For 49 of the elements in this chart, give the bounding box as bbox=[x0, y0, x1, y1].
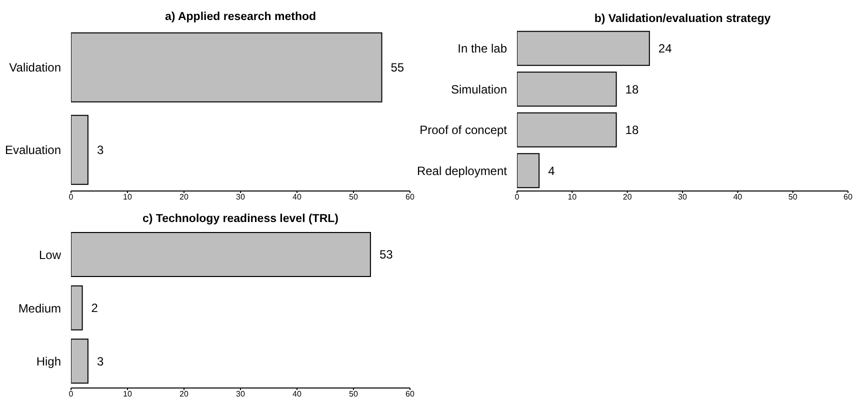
y-tick-label: Evaluation bbox=[4, 143, 61, 158]
x-tick-label: 0 bbox=[68, 192, 74, 202]
y-tick-label: In the lab bbox=[458, 42, 508, 56]
x-tick-label: 30 bbox=[236, 390, 246, 399]
data-label: 2 bbox=[91, 301, 98, 316]
data-label: 18 bbox=[625, 123, 639, 138]
chart-title: b) Validation/evaluation strategy bbox=[593, 12, 772, 26]
chart-title: a) Applied research method bbox=[164, 10, 318, 24]
data-label: 4 bbox=[548, 164, 556, 178]
x-tick-label: 20 bbox=[180, 390, 189, 399]
x-tick-label: 50 bbox=[349, 192, 358, 202]
x-tick-label: 10 bbox=[568, 192, 578, 202]
x-tick-label: 20 bbox=[622, 192, 632, 202]
data-label: 3 bbox=[96, 143, 104, 158]
x-tick-label: 10 bbox=[123, 192, 132, 202]
data-label: 53 bbox=[379, 248, 394, 262]
x-tick-label: 60 bbox=[406, 390, 415, 399]
x-tick-label: 50 bbox=[788, 192, 798, 202]
y-tick-label: High bbox=[36, 354, 61, 369]
x-tick-label: 60 bbox=[844, 192, 853, 202]
data-label: 55 bbox=[390, 60, 404, 75]
x-tick-label: 30 bbox=[678, 192, 688, 202]
bar bbox=[71, 285, 83, 330]
x-tick-label: 0 bbox=[68, 390, 74, 399]
bar bbox=[517, 153, 540, 188]
y-tick-label: Validation bbox=[9, 60, 61, 75]
y-tick-label: Proof of concept bbox=[420, 123, 508, 138]
y-tick-label: Simulation bbox=[450, 82, 507, 96]
bar bbox=[517, 30, 650, 66]
bar bbox=[71, 232, 371, 277]
y-tick-label: Medium bbox=[18, 301, 61, 316]
x-tick-label: 10 bbox=[123, 390, 132, 399]
x-tick-label: 40 bbox=[292, 192, 302, 202]
x-tick-label: 40 bbox=[733, 192, 743, 202]
x-tick-label: 50 bbox=[349, 390, 358, 399]
data-label: 24 bbox=[658, 42, 672, 56]
x-tick-label: 0 bbox=[514, 192, 520, 202]
bar bbox=[517, 112, 617, 148]
data-label: 3 bbox=[96, 354, 104, 368]
x-tick-label: 20 bbox=[180, 192, 189, 202]
bar bbox=[517, 72, 617, 107]
x-tick-label: 40 bbox=[292, 390, 302, 399]
y-tick-label: Real deployment bbox=[416, 164, 508, 178]
y-tick-label: Low bbox=[38, 248, 62, 262]
data-label: 18 bbox=[625, 82, 639, 96]
chart-title: c) Technology readiness level (TRL) bbox=[142, 212, 340, 226]
bar bbox=[71, 338, 88, 384]
x-tick-label: 30 bbox=[236, 192, 246, 202]
x-tick-label: 60 bbox=[406, 192, 415, 202]
